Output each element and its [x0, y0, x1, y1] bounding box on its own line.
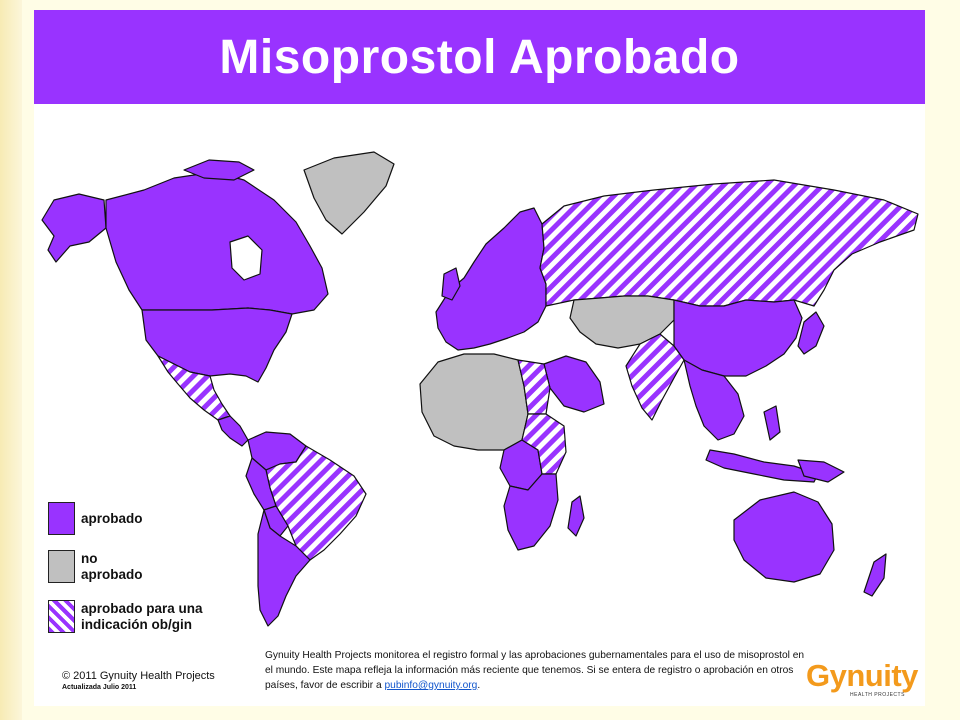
region-arctic-islands [183, 159, 255, 181]
region-indonesia [705, 449, 819, 483]
legend-item-not-approved: no aprobado [48, 550, 143, 583]
slide-left-border [0, 0, 22, 720]
region-argentina-chile [257, 509, 311, 627]
region-japan [797, 311, 825, 355]
world-map [41, 151, 919, 627]
legend-label-obgyn: aprobado para una indicación ob/gin [81, 601, 203, 633]
region-new-zealand [863, 553, 887, 597]
legend-item-approved: aprobado [48, 502, 143, 535]
legend-label-not-approved-line1: no [81, 550, 98, 566]
footer-note: Gynuity Health Projects monitorea el reg… [265, 648, 805, 693]
slide: Misoprostol Aprobado [34, 10, 925, 706]
region-southeast-asia [683, 359, 745, 441]
region-madagascar [567, 495, 585, 537]
legend-label-obgyn-line1: aprobado para una [81, 600, 203, 616]
legend-label-obgyn-line2: indicación ob/gin [81, 616, 192, 632]
legend-item-obgyn: aprobado para una indicación ob/gin [48, 600, 203, 633]
legend-swatch-obgyn [48, 600, 75, 633]
legend-label-not-approved-line2: aprobado [81, 566, 143, 582]
legend-swatch-approved [48, 502, 75, 535]
region-new-guinea [797, 459, 845, 483]
region-philippines [763, 405, 781, 441]
email-link[interactable]: pubinfo@gynuity.org [384, 680, 478, 691]
footer-note-text: Gynuity Health Projects monitorea el reg… [265, 650, 805, 691]
legend-swatch-not-approved [48, 550, 75, 583]
region-canada [105, 171, 329, 315]
region-uk [441, 267, 461, 301]
region-united-states [141, 307, 293, 383]
copyright-text: © 2011 Gynuity Health Projects [62, 670, 215, 682]
region-central-america [217, 415, 249, 447]
gynuity-logo: Gynuity HEALTH PROJECTS [806, 660, 921, 702]
logo-subtitle: HEALTH PROJECTS [850, 692, 905, 698]
region-greenland [303, 151, 395, 235]
logo-wordmark: Gynuity [806, 658, 918, 693]
legend-label-approved: aprobado [81, 510, 143, 526]
region-australia [733, 491, 835, 583]
region-russia [539, 179, 919, 307]
region-southern-africa [503, 473, 559, 551]
region-alaska [41, 193, 107, 263]
hudson-bay [229, 235, 263, 281]
region-arabia [543, 355, 605, 413]
region-north-west-africa [419, 353, 529, 451]
updated-date: Actualizada Julio 2011 [62, 684, 137, 691]
region-india [625, 333, 685, 421]
page-title: Misoprostol Aprobado [219, 30, 740, 84]
footer-note-suffix: . [477, 680, 481, 691]
legend-label-not-approved: no aprobado [81, 551, 143, 583]
title-bar: Misoprostol Aprobado [34, 10, 925, 104]
